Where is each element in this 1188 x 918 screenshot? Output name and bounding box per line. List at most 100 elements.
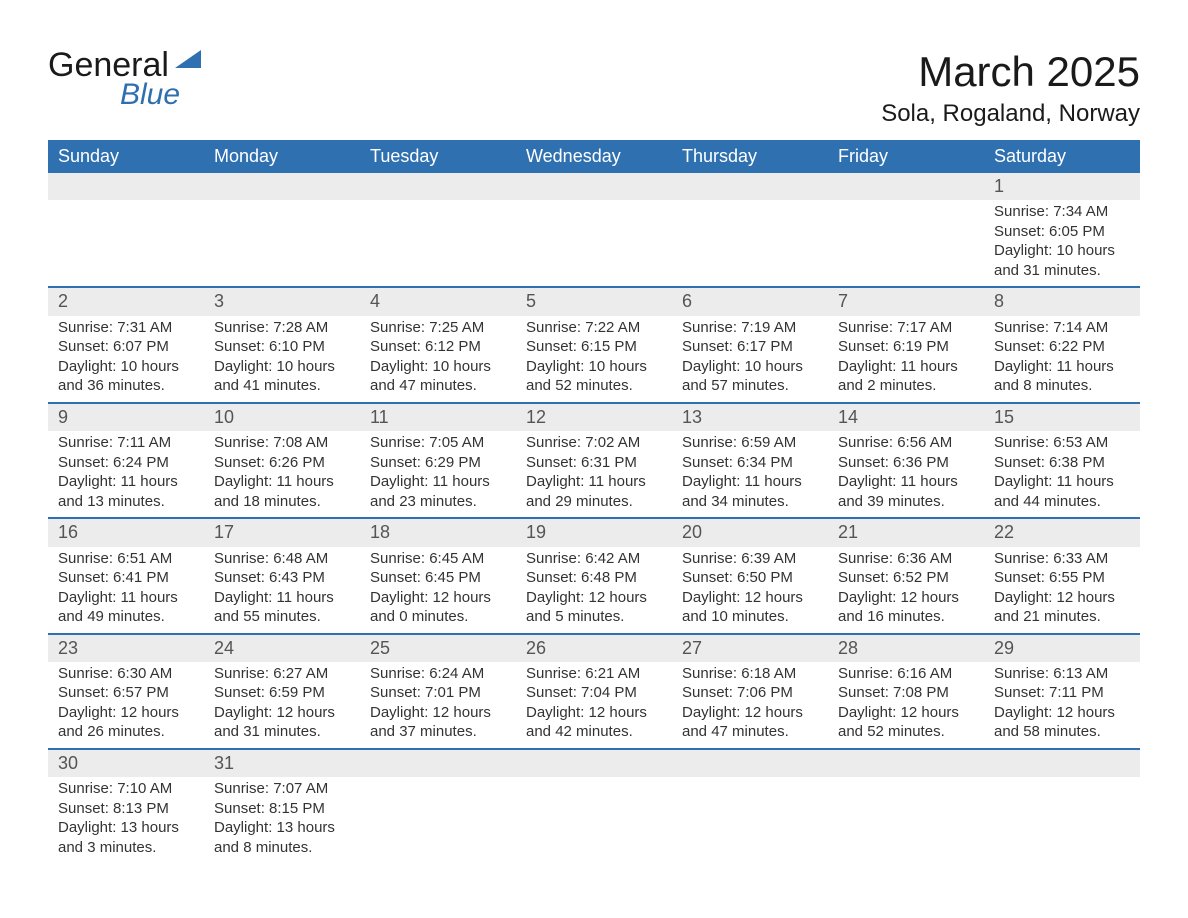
day-detail-cell: Sunrise: 6:51 AMSunset: 6:41 PMDaylight:…	[48, 547, 204, 634]
sunset-line: Sunset: 6:29 PM	[370, 453, 506, 473]
calendar-table: Sunday Monday Tuesday Wednesday Thursday…	[48, 140, 1140, 863]
day-number-cell: 26	[516, 634, 672, 662]
daylight-line-2: and 58 minutes.	[994, 722, 1130, 742]
day-number-cell: 13	[672, 403, 828, 431]
day-number-cell: 2	[48, 287, 204, 315]
sunset-line: Sunset: 6:10 PM	[214, 337, 350, 357]
daylight-line-1: Daylight: 10 hours	[370, 357, 506, 377]
day-detail-cell: Sunrise: 6:27 AMSunset: 6:59 PMDaylight:…	[204, 662, 360, 749]
daylight-line-2: and 10 minutes.	[682, 607, 818, 627]
day-detail-cell: Sunrise: 7:34 AMSunset: 6:05 PMDaylight:…	[984, 200, 1140, 287]
day-detail-cell: Sunrise: 6:21 AMSunset: 7:04 PMDaylight:…	[516, 662, 672, 749]
logo-blue-text: Blue	[120, 78, 205, 112]
daylight-line-2: and 47 minutes.	[370, 376, 506, 396]
sunset-line: Sunset: 6:31 PM	[526, 453, 662, 473]
day-detail-cell: Sunrise: 7:07 AMSunset: 8:15 PMDaylight:…	[204, 777, 360, 863]
sunset-line: Sunset: 7:06 PM	[682, 683, 818, 703]
daylight-line-2: and 13 minutes.	[58, 492, 194, 512]
daylight-line-1: Daylight: 12 hours	[526, 588, 662, 608]
weekday-header-row: Sunday Monday Tuesday Wednesday Thursday…	[48, 140, 1140, 173]
sunset-line: Sunset: 6:41 PM	[58, 568, 194, 588]
day-number-cell	[48, 173, 204, 200]
day-detail-cell: Sunrise: 7:22 AMSunset: 6:15 PMDaylight:…	[516, 316, 672, 403]
day-number-cell: 7	[828, 287, 984, 315]
daylight-line-1: Daylight: 12 hours	[58, 703, 194, 723]
day-body-row: Sunrise: 7:10 AMSunset: 8:13 PMDaylight:…	[48, 777, 1140, 863]
daylight-line-2: and 29 minutes.	[526, 492, 662, 512]
sunset-line: Sunset: 6:05 PM	[994, 222, 1130, 242]
daylight-line-2: and 31 minutes.	[214, 722, 350, 742]
day-number-cell	[828, 749, 984, 777]
sunrise-line: Sunrise: 6:53 AM	[994, 433, 1130, 453]
weekday-header: Monday	[204, 140, 360, 173]
daylight-line-2: and 3 minutes.	[58, 838, 194, 858]
daylight-line-2: and 21 minutes.	[994, 607, 1130, 627]
sunset-line: Sunset: 6:34 PM	[682, 453, 818, 473]
day-number-cell: 24	[204, 634, 360, 662]
sunset-line: Sunset: 8:13 PM	[58, 799, 194, 819]
day-detail-cell	[48, 200, 204, 287]
daylight-line-1: Daylight: 12 hours	[370, 703, 506, 723]
daylight-line-2: and 55 minutes.	[214, 607, 350, 627]
day-number-cell: 6	[672, 287, 828, 315]
day-detail-cell: Sunrise: 7:14 AMSunset: 6:22 PMDaylight:…	[984, 316, 1140, 403]
daylight-line-2: and 34 minutes.	[682, 492, 818, 512]
sunset-line: Sunset: 7:01 PM	[370, 683, 506, 703]
daylight-line-1: Daylight: 10 hours	[526, 357, 662, 377]
day-number-row: 23242526272829	[48, 634, 1140, 662]
day-detail-cell	[828, 200, 984, 287]
daylight-line-1: Daylight: 12 hours	[214, 703, 350, 723]
day-number-cell: 18	[360, 518, 516, 546]
day-body-row: Sunrise: 6:51 AMSunset: 6:41 PMDaylight:…	[48, 547, 1140, 634]
daylight-line-2: and 18 minutes.	[214, 492, 350, 512]
daylight-line-1: Daylight: 12 hours	[682, 588, 818, 608]
day-detail-cell: Sunrise: 7:17 AMSunset: 6:19 PMDaylight:…	[828, 316, 984, 403]
sunset-line: Sunset: 8:15 PM	[214, 799, 350, 819]
day-detail-cell: Sunrise: 7:19 AMSunset: 6:17 PMDaylight:…	[672, 316, 828, 403]
daylight-line-2: and 36 minutes.	[58, 376, 194, 396]
sunrise-line: Sunrise: 6:30 AM	[58, 664, 194, 684]
sunrise-line: Sunrise: 7:19 AM	[682, 318, 818, 338]
sunrise-line: Sunrise: 7:31 AM	[58, 318, 194, 338]
daylight-line-2: and 42 minutes.	[526, 722, 662, 742]
weekday-header: Thursday	[672, 140, 828, 173]
weekday-header: Sunday	[48, 140, 204, 173]
day-detail-cell	[516, 200, 672, 287]
daylight-line-2: and 23 minutes.	[370, 492, 506, 512]
sunrise-line: Sunrise: 7:07 AM	[214, 779, 350, 799]
daylight-line-2: and 44 minutes.	[994, 492, 1130, 512]
daylight-line-2: and 8 minutes.	[994, 376, 1130, 396]
sunrise-line: Sunrise: 6:33 AM	[994, 549, 1130, 569]
daylight-line-1: Daylight: 11 hours	[526, 472, 662, 492]
sunrise-line: Sunrise: 6:13 AM	[994, 664, 1130, 684]
day-number-cell: 17	[204, 518, 360, 546]
day-number-row: 16171819202122	[48, 518, 1140, 546]
day-number-cell	[516, 173, 672, 200]
daylight-line-1: Daylight: 11 hours	[214, 472, 350, 492]
day-detail-cell: Sunrise: 6:56 AMSunset: 6:36 PMDaylight:…	[828, 431, 984, 518]
sunset-line: Sunset: 6:55 PM	[994, 568, 1130, 588]
weekday-header: Friday	[828, 140, 984, 173]
day-number-cell: 3	[204, 287, 360, 315]
daylight-line-1: Daylight: 12 hours	[838, 588, 974, 608]
day-detail-cell: Sunrise: 6:13 AMSunset: 7:11 PMDaylight:…	[984, 662, 1140, 749]
day-number-cell	[516, 749, 672, 777]
daylight-line-1: Daylight: 11 hours	[58, 588, 194, 608]
day-detail-cell	[984, 777, 1140, 863]
day-detail-cell: Sunrise: 7:05 AMSunset: 6:29 PMDaylight:…	[360, 431, 516, 518]
day-number-cell: 27	[672, 634, 828, 662]
daylight-line-2: and 37 minutes.	[370, 722, 506, 742]
sunset-line: Sunset: 7:04 PM	[526, 683, 662, 703]
day-body-row: Sunrise: 7:31 AMSunset: 6:07 PMDaylight:…	[48, 316, 1140, 403]
sunrise-line: Sunrise: 7:11 AM	[58, 433, 194, 453]
day-detail-cell: Sunrise: 7:08 AMSunset: 6:26 PMDaylight:…	[204, 431, 360, 518]
daylight-line-1: Daylight: 10 hours	[58, 357, 194, 377]
sunrise-line: Sunrise: 7:28 AM	[214, 318, 350, 338]
day-number-cell	[672, 749, 828, 777]
daylight-line-2: and 0 minutes.	[370, 607, 506, 627]
sunrise-line: Sunrise: 6:27 AM	[214, 664, 350, 684]
daylight-line-2: and 47 minutes.	[682, 722, 818, 742]
daylight-line-1: Daylight: 12 hours	[994, 588, 1130, 608]
daylight-line-2: and 2 minutes.	[838, 376, 974, 396]
day-number-cell: 20	[672, 518, 828, 546]
